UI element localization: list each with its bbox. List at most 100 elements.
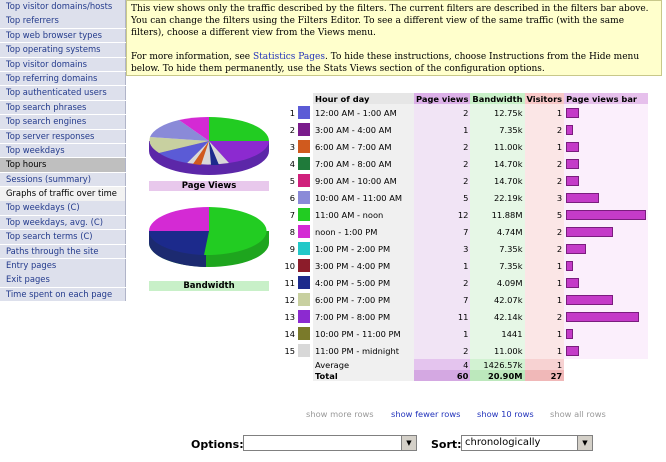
sidebar-item[interactable]: Top authenticated users: [0, 86, 126, 100]
sidebar-item[interactable]: Top weekdays (C): [0, 201, 126, 215]
options-select[interactable]: ▼: [243, 435, 417, 451]
header-hour-of-day[interactable]: Hour of day: [313, 93, 414, 104]
color-swatch: [298, 191, 310, 204]
color-swatch: [298, 310, 310, 323]
row-visitors: 2: [524, 223, 565, 240]
page-views-bar: [566, 158, 580, 169]
table-row: 8 noon - 1:00 PM 7 4.74M 2: [281, 223, 649, 240]
chevron-down-icon[interactable]: ▼: [577, 436, 592, 450]
row-bandwidth: 42.07k: [470, 291, 525, 308]
sidebar-item[interactable]: Top operating systems: [0, 43, 126, 57]
sidebar-item[interactable]: Top web browser types: [0, 28, 126, 43]
sidebar-item[interactable]: Top referrers: [0, 14, 126, 28]
header-page-views[interactable]: Page views: [414, 93, 471, 104]
row-index: 12: [284, 294, 295, 305]
notice-paragraph-1: This view shows only the traffic describ…: [131, 4, 649, 39]
total-bandwidth: 20.90M: [470, 370, 525, 381]
pie-slice: [204, 207, 267, 256]
row-visitors: 2: [524, 121, 565, 138]
color-swatch: [298, 106, 310, 119]
row-color-swatch: [297, 206, 313, 223]
row-bar-cell: [564, 121, 649, 138]
row-page-views: 5: [414, 189, 471, 206]
average-row: Average 4 1426.57k 1: [281, 359, 648, 370]
row-hour: 6:00 AM - 7:00 AM: [313, 138, 414, 155]
row-bandwidth: 42.14k: [470, 308, 525, 325]
sidebar-item[interactable]: Top weekdays, avg. (C): [0, 215, 126, 230]
row-bar-cell: [564, 104, 649, 121]
average-bandwidth: 1426.57k: [470, 359, 525, 370]
row-page-views: 1: [414, 257, 471, 274]
header-page-views-bar: Page views bar: [564, 93, 649, 104]
sidebar-item[interactable]: Top visitor domains: [0, 57, 126, 72]
row-hour: 11:00 AM - noon: [313, 206, 414, 223]
row-page-views: 2: [414, 104, 471, 121]
show-more-rows-link: show more rows: [306, 409, 374, 419]
row-hour: 7:00 PM - 8:00 PM: [313, 308, 414, 325]
row-index: 14: [284, 328, 295, 339]
page-views-bar: [566, 141, 580, 152]
row-page-views: 2: [414, 274, 471, 291]
row-page-views: 1: [414, 325, 471, 342]
header-visitors[interactable]: Visitors: [524, 93, 565, 104]
row-hour: 4:00 PM - 5:00 PM: [313, 274, 414, 291]
row-color-swatch: [297, 342, 313, 359]
sidebar-item[interactable]: Top visitor domains/hosts: [0, 0, 126, 14]
row-page-views: 7: [414, 291, 471, 308]
table-row: 3 6:00 AM - 7:00 AM 2 11.00k 1: [281, 138, 649, 155]
color-swatch: [298, 174, 310, 187]
sidebar-item[interactable]: Top referring domains: [0, 71, 126, 86]
header-bandwidth[interactable]: Bandwidth: [470, 93, 525, 104]
row-hour: 10:00 AM - 11:00 AM: [313, 189, 414, 206]
color-swatch: [298, 123, 310, 136]
pie-slice: [179, 116, 209, 141]
page-views-bar: [566, 345, 580, 356]
row-color-swatch: [297, 138, 313, 155]
row-index: 6: [289, 192, 295, 203]
sidebar-item[interactable]: Sessions (summary): [0, 172, 126, 187]
row-visitors: 2: [524, 155, 565, 172]
table-row: 14 10:00 PM - 11:00 PM 1 1441 1: [281, 325, 649, 342]
show-10-rows-link[interactable]: show 10 rows: [477, 409, 534, 419]
sidebar-item[interactable]: Graphs of traffic over time: [0, 187, 126, 201]
table-row: 7 11:00 AM - noon 12 11.88M 5: [281, 206, 649, 223]
sidebar-item[interactable]: Top weekdays: [0, 143, 126, 158]
row-hour: 11:00 PM - midnight: [313, 342, 414, 359]
table-row: 12 6:00 PM - 7:00 PM 7 42.07k 1: [281, 291, 649, 308]
row-page-views: 2: [414, 342, 471, 359]
page-views-bar: [566, 277, 580, 288]
row-visitors: 1: [524, 104, 565, 121]
color-swatch: [298, 225, 310, 238]
row-bar-cell: [564, 240, 649, 257]
row-bandwidth: 1441: [470, 325, 525, 342]
sidebar-item[interactable]: Paths through the site: [0, 244, 126, 259]
sidebar-item[interactable]: Top search terms (C): [0, 230, 126, 244]
row-bar-cell: [564, 172, 649, 189]
sidebar-item[interactable]: Exit pages: [0, 273, 126, 287]
sidebar-item[interactable]: Top search phrases: [0, 100, 126, 115]
statistics-pages-link[interactable]: Statistics Pages: [252, 51, 325, 62]
table-row: 6 10:00 AM - 11:00 AM 5 22.19k 3: [281, 189, 649, 206]
sidebar-item[interactable]: Top search engines: [0, 115, 126, 129]
show-fewer-rows-link[interactable]: show fewer rows: [391, 409, 461, 419]
sort-select[interactable]: chronologically ▼: [461, 435, 593, 451]
row-hour: noon - 1:00 PM: [313, 223, 414, 240]
show-all-rows-link: show all rows: [550, 409, 606, 419]
row-color-swatch: [297, 240, 313, 257]
row-color-swatch: [297, 308, 313, 325]
color-swatch: [298, 242, 310, 255]
chevron-down-icon[interactable]: ▼: [401, 436, 416, 450]
sidebar-item[interactable]: Time spent on each page: [0, 287, 126, 302]
pie-slice: [149, 137, 209, 153]
sidebar-item[interactable]: Entry pages: [0, 259, 126, 273]
row-visitors: 5: [524, 206, 565, 223]
color-swatch: [298, 327, 310, 340]
row-bandwidth: 4.09M: [470, 274, 525, 291]
sidebar-item[interactable]: Top hours: [0, 158, 126, 172]
color-swatch: [298, 208, 310, 221]
pie-slice: [193, 141, 209, 165]
row-visitors: 2: [524, 240, 565, 257]
header-blank: [281, 93, 297, 104]
color-swatch: [298, 157, 310, 170]
sidebar-item[interactable]: Top server responses: [0, 129, 126, 144]
